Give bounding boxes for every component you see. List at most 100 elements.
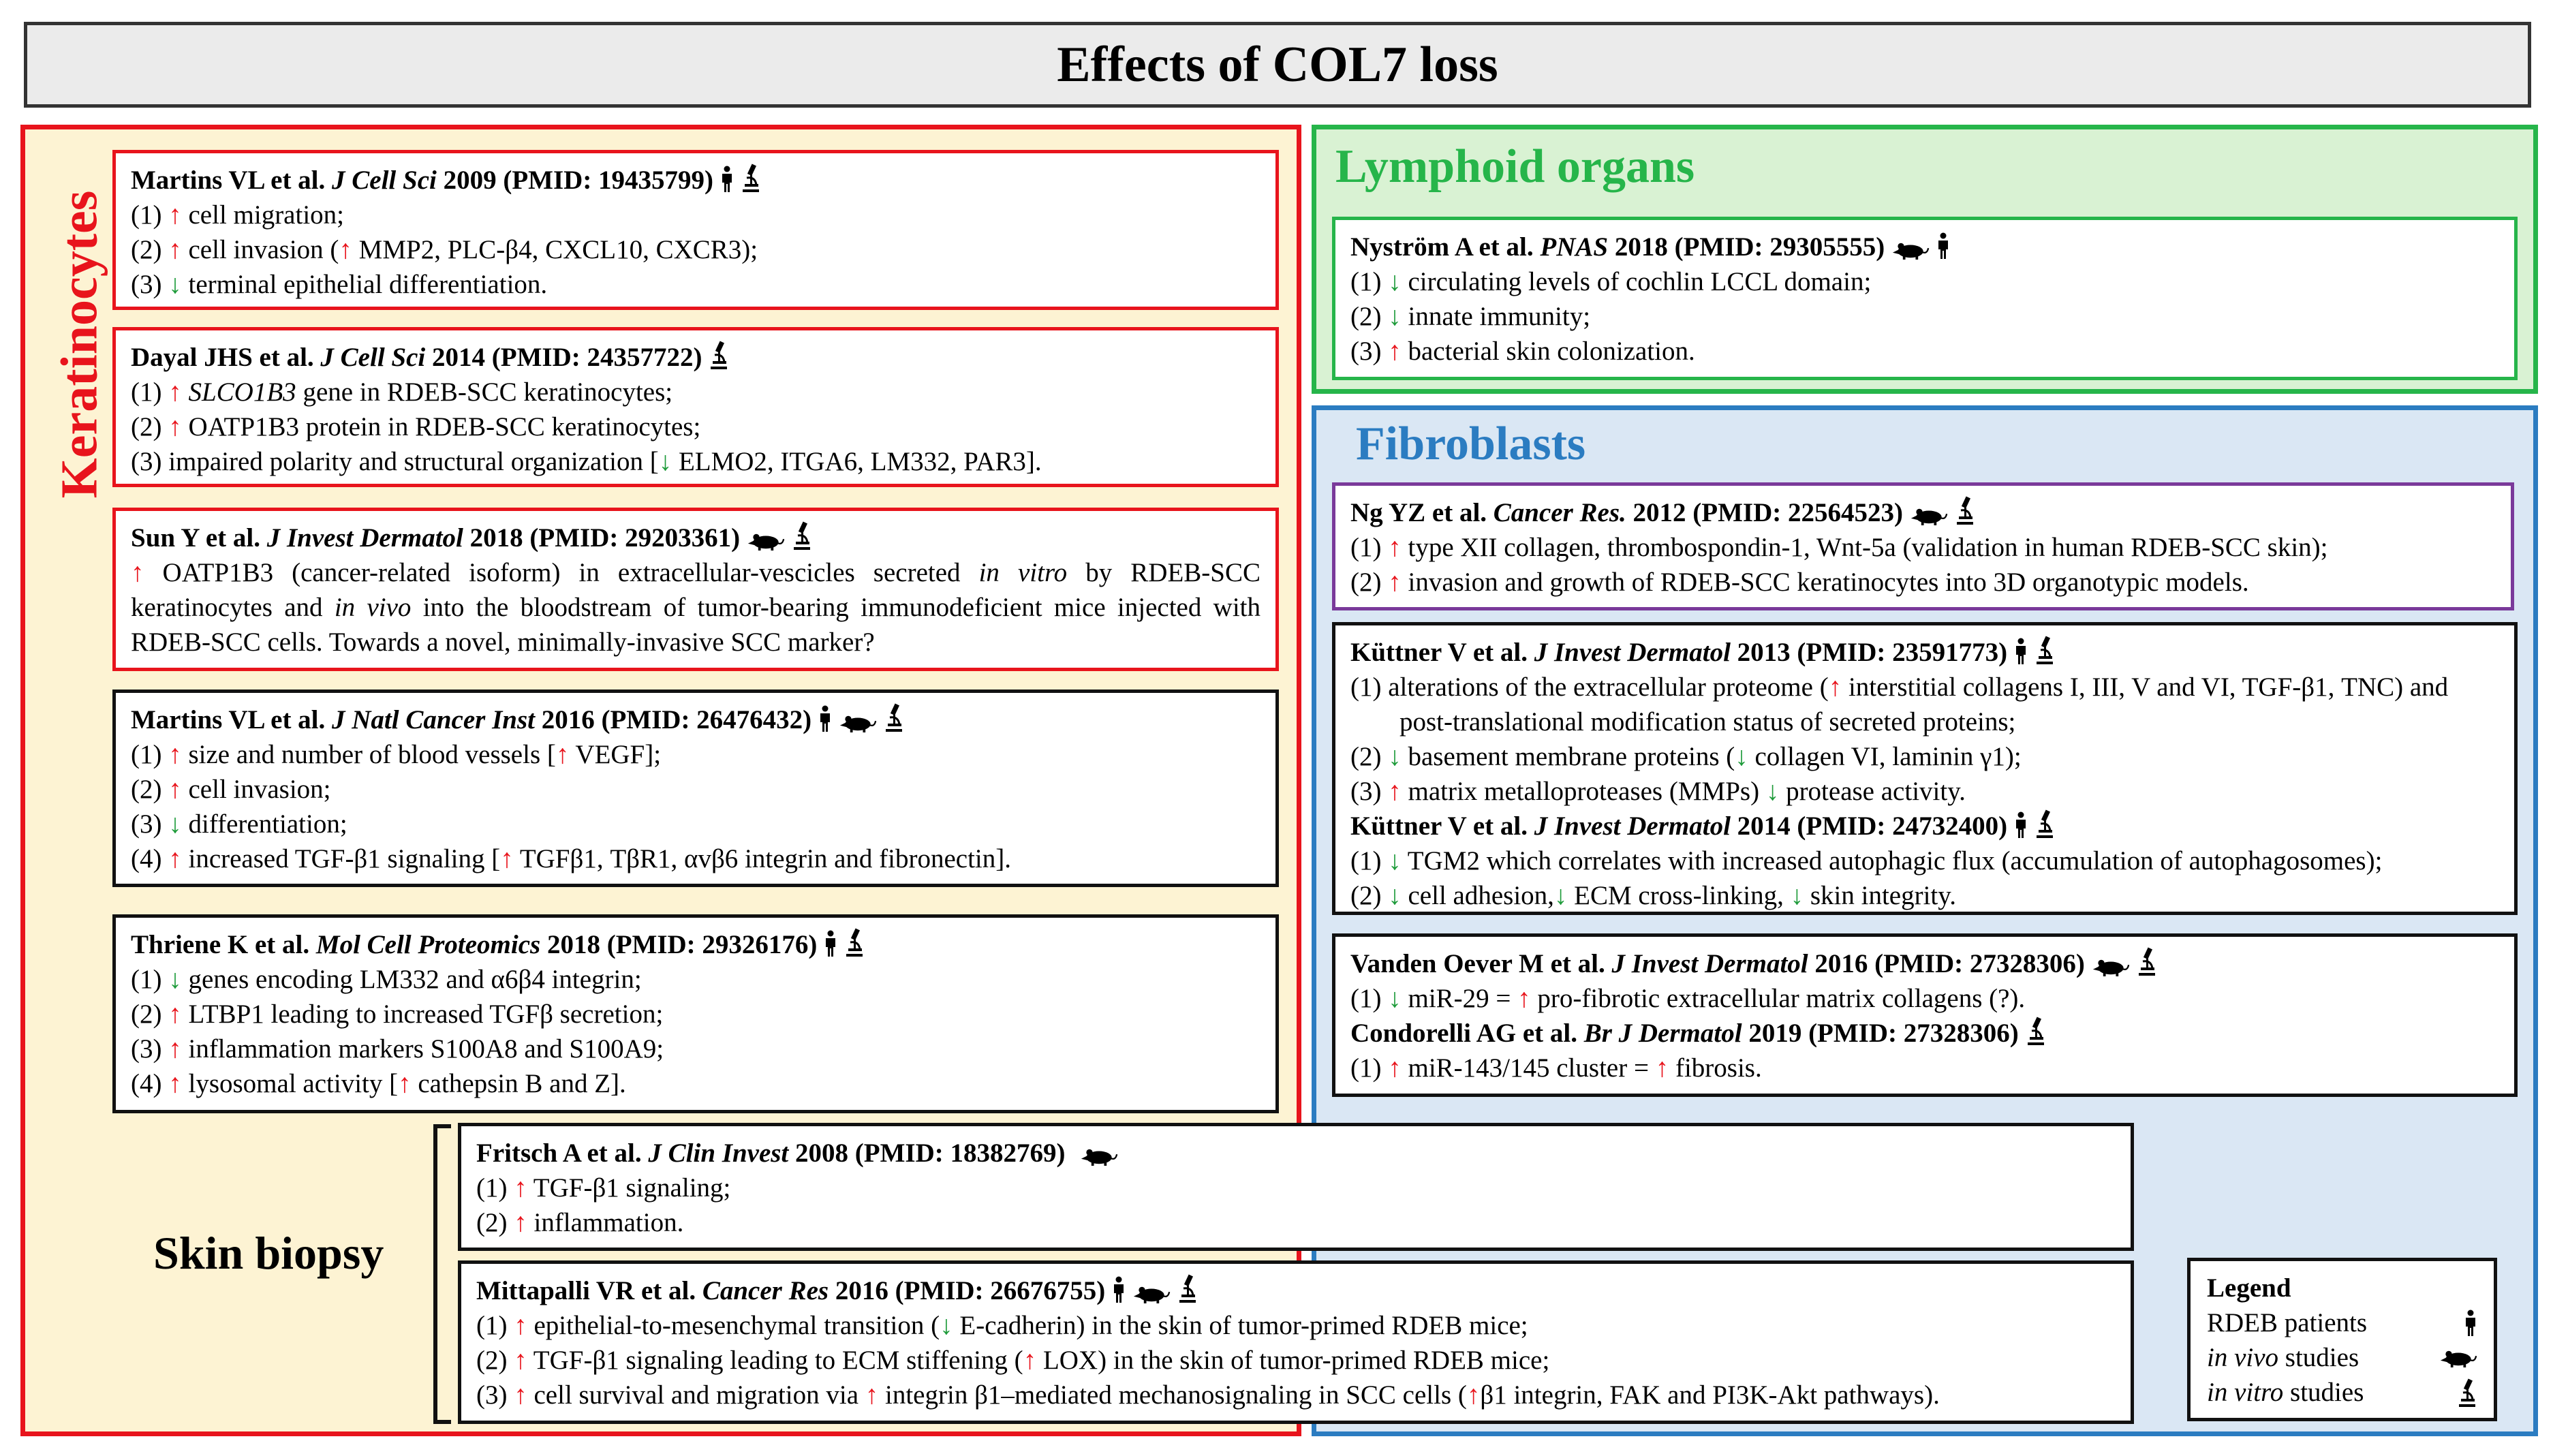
finding-item: (3) ↑ cell survival and migration via ↑ … [476, 1380, 1940, 1410]
up-arrow-icon: ↑ [168, 1034, 182, 1064]
mouse-icon [2439, 1348, 2477, 1367]
down-arrow-icon: ↓ [658, 447, 672, 476]
up-arrow-icon: ↑ [555, 740, 570, 769]
reference: Martins VL et al. J Cell Sci 2009 (PMID:… [131, 163, 1260, 198]
reference: Ng YZ et al. Cancer Res. 2012 (PMID: 225… [1350, 495, 2496, 530]
finding-item: (3) impaired polarity and structural org… [131, 447, 1042, 476]
microscope-icon [1177, 1273, 1198, 1303]
reference: Dayal JHS et al. J Cell Sci 2014 (PMID: … [131, 340, 1260, 375]
up-arrow-icon: ↑ [1388, 1053, 1402, 1083]
microscope-icon [844, 927, 865, 957]
finding-item: (1) ↑ miR-143/145 cluster = ↑ fibrosis. [1350, 1053, 1762, 1083]
microscope-icon [1955, 495, 1975, 525]
down-arrow-icon: ↓ [168, 809, 182, 839]
study-box-kuttner: Küttner V et al. J Invest Dermatol 2013 … [1332, 622, 2518, 915]
finding-item: (1) ↓ genes encoding LM332 and α6β4 inte… [131, 965, 642, 994]
up-arrow-icon: ↑ [168, 235, 182, 264]
finding-item: (3) ↑ matrix metalloproteases (MMPs) ↓ p… [1350, 777, 1966, 806]
study-box-ng-2012: Ng YZ et al. Cancer Res. 2012 (PMID: 225… [1332, 482, 2514, 610]
up-arrow-icon: ↑ [168, 775, 182, 804]
up-arrow-icon: ↑ [514, 1208, 527, 1237]
up-arrow-icon: ↑ [514, 1311, 527, 1340]
down-arrow-icon: ↓ [168, 965, 182, 994]
finding-item: (2) ↑ LTBP1 leading to increased TGFβ se… [131, 1000, 664, 1029]
finding-item: (2) ↑ TGF-β1 signaling leading to ECM st… [476, 1346, 1550, 1375]
up-arrow-icon: ↑ [1388, 533, 1402, 562]
finding-item: (2) ↑ OATP1B3 protein in RDEB-SCC kerati… [131, 412, 701, 442]
mouse-icon [1910, 506, 1948, 525]
finding-item: (2) ↑ cell invasion (↑ MMP2, PLC-β4, CXC… [131, 235, 758, 264]
microscope-icon [2026, 1016, 2046, 1046]
finding-item: (1) ↓ circulating levels of cochlin LCCL… [1350, 267, 1872, 296]
finding-item: (4) ↑ increased TGF-β1 signaling [↑ TGFβ… [131, 844, 1011, 873]
up-arrow-icon: ↑ [1828, 672, 1842, 702]
up-arrow-icon: ↑ [168, 412, 182, 442]
finding-item: (1) ↑ SLCO1B3 gene in RDEB-SCC keratinoc… [131, 377, 673, 407]
finding-item: (1) ↓ miR-29 = ↑ pro-fibrotic extracellu… [1350, 984, 2026, 1013]
keratinocytes-label-wrap: Keratinocytes [42, 181, 117, 508]
legend-item-in-vitro: in vitro studies [2207, 1375, 2477, 1410]
skin-biopsy-bracket [433, 1124, 451, 1424]
microscope-icon [2137, 946, 2157, 976]
person-icon [2464, 1310, 2477, 1337]
finding-item: (1) ↑ type XII collagen, thrombospondin-… [1350, 533, 2328, 562]
study-box-martins-2016: Martins VL et al. J Natl Cancer Inst 201… [112, 690, 1279, 887]
up-arrow-icon: ↑ [168, 740, 182, 769]
microscope-icon [792, 521, 812, 551]
down-arrow-icon: ↓ [168, 270, 182, 299]
down-arrow-icon: ↓ [1388, 984, 1402, 1013]
person-icon [1936, 232, 1950, 260]
finding-item: (2) ↑ cell invasion; [131, 775, 331, 804]
down-arrow-icon: ↓ [1388, 267, 1402, 296]
finding-item: (1) ↑ cell migration; [131, 200, 344, 230]
reference: Küttner V et al. J Invest Dermatol 2014 … [1350, 809, 2499, 843]
mouse-icon [1891, 241, 1930, 260]
finding-item: (2) ↓ innate immunity; [1350, 302, 1591, 331]
finding-item: (1) ↑ TGF-β1 signaling; [476, 1173, 731, 1203]
person-icon [2014, 811, 2028, 839]
person-icon [720, 166, 734, 193]
reference: Condorelli AG et al. Br J Dermatol 2019 … [1350, 1016, 2499, 1051]
study-box-dayal-2014: Dayal JHS et al. J Cell Sci 2014 (PMID: … [112, 327, 1279, 487]
up-arrow-icon: ↑ [1517, 984, 1531, 1013]
study-box-thriene-2018: Thriene K et al. Mol Cell Proteomics 201… [112, 914, 1279, 1113]
up-arrow-icon: ↑ [500, 844, 514, 873]
finding-item: (1) ↑ epithelial-to-mesenchymal transiti… [476, 1311, 1528, 1340]
reference: Küttner V et al. J Invest Dermatol 2013 … [1350, 635, 2499, 670]
microscope-icon [2034, 635, 2055, 665]
study-box-nystrom-2018: Nyström A et al. PNAS 2018 (PMID: 293055… [1332, 217, 2518, 380]
microscope-icon [741, 163, 761, 193]
legend-title: Legend [2207, 1273, 2291, 1303]
microscope-icon [884, 702, 904, 732]
mouse-icon [839, 713, 877, 732]
up-arrow-icon: ↑ [1655, 1053, 1669, 1083]
up-arrow-icon: ↑ [168, 1069, 182, 1098]
reference: Vanden Oever M et al. J Invest Dermatol … [1350, 946, 2499, 981]
finding-item: (3) ↓ terminal epithelial differentiatio… [131, 270, 548, 299]
fibroblasts-title: Fibroblasts [1356, 418, 1586, 470]
lymphoid-organs-title: Lymphoid organs [1335, 140, 1695, 193]
reference: Sun Y et al. J Invest Dermatol 2018 (PMI… [131, 521, 1260, 555]
study-box-mittapalli-2016: Mittapalli VR et al. Cancer Res 2016 (PM… [458, 1260, 2134, 1424]
up-arrow-icon: ↑ [1388, 337, 1402, 366]
finding-item: (4) ↑ lysosomal activity [↑ cathepsin B … [131, 1069, 626, 1098]
finding-item: (2) ↑ inflammation. [476, 1208, 684, 1237]
legend-item-in-vivo: in vivo studies [2207, 1340, 2477, 1375]
down-arrow-icon: ↓ [1388, 881, 1402, 910]
mouse-icon [1132, 1284, 1171, 1303]
finding-item: (3) ↑ bacterial skin colonization. [1350, 337, 1695, 366]
finding-item: (1) alterations of the extracellular pro… [1350, 672, 2449, 737]
person-icon [1112, 1276, 1126, 1303]
up-arrow-icon: ↑ [398, 1069, 412, 1098]
up-arrow-icon: ↑ [168, 200, 182, 230]
person-icon [818, 705, 832, 732]
study-box-fritsch-2008: Fritsch A et al. J Clin Invest 2008 (PMI… [458, 1123, 2134, 1251]
legend-item-patients: RDEB patients [2207, 1305, 2477, 1340]
reference: Nyström A et al. PNAS 2018 (PMID: 293055… [1350, 230, 2499, 264]
person-icon [824, 930, 837, 957]
finding-item: (2) ↓ cell adhesion,↓ ECM cross-linking,… [1350, 881, 1956, 910]
down-arrow-icon: ↓ [1388, 846, 1402, 876]
reference: Martins VL et al. J Natl Cancer Inst 201… [131, 702, 1260, 737]
down-arrow-icon: ↓ [1388, 742, 1402, 771]
up-arrow-icon: ↑ [168, 377, 182, 407]
